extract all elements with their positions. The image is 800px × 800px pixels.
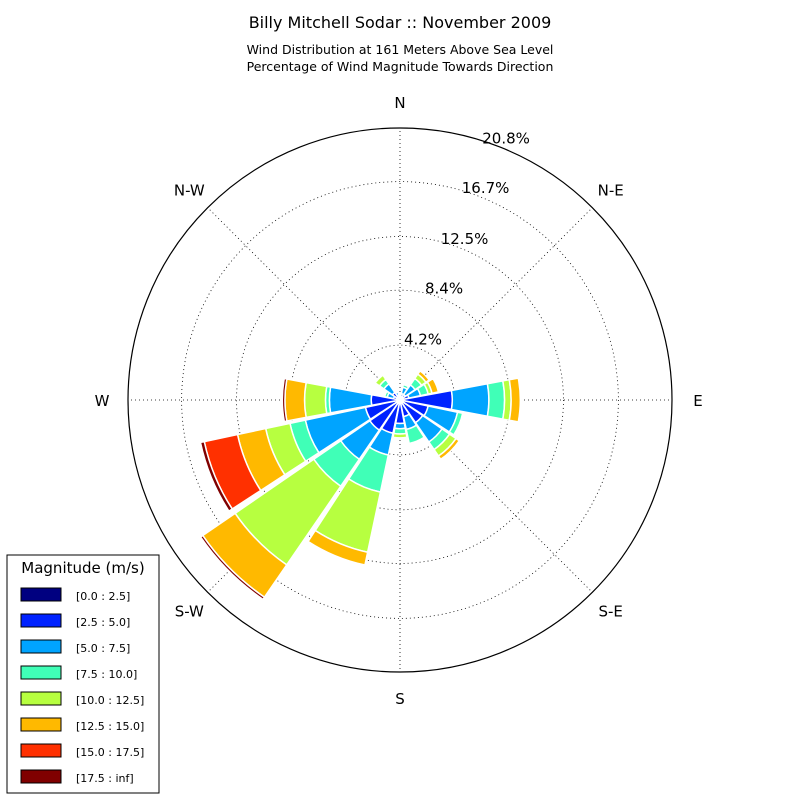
legend-swatch <box>20 717 62 732</box>
wind-bar-segment <box>303 381 328 419</box>
ring-label: 20.8% <box>482 130 530 148</box>
wind-bar-segment <box>426 377 440 395</box>
legend-swatch <box>20 587 62 602</box>
legend-swatch <box>20 769 62 784</box>
wind-bar-segment <box>281 377 288 423</box>
direction-label: S <box>395 690 405 708</box>
legend-label: [12.5 : 15.0] <box>76 720 144 733</box>
wind-bar-segment <box>393 390 400 395</box>
ring-label: 12.5% <box>441 230 489 248</box>
chart-subtitle-line-2: Percentage of Wind Magnitude Towards Dir… <box>247 59 554 74</box>
legend-label: [5.0 : 7.5] <box>76 642 130 655</box>
legend-swatch <box>20 743 62 758</box>
wind-bar-segment <box>448 411 464 436</box>
direction-label: N-W <box>174 181 205 199</box>
chart-subtitle-line-1: Wind Distribution at 161 Meters Above Se… <box>247 42 554 57</box>
wind-bar-segment <box>405 424 426 445</box>
legend-swatch <box>20 691 62 706</box>
legend-items: [0.0 : 2.5] [2.5 : 5.0] [5.0 : 7.5] [7.5 : … <box>20 587 144 785</box>
legend-label: [2.5 : 5.0] <box>76 616 130 629</box>
wind-bar-segment <box>437 437 461 461</box>
legend-swatch <box>20 639 62 654</box>
grid-ring <box>181 181 619 619</box>
legend-label: [10.0 : 12.5] <box>76 694 144 707</box>
grid-spoke <box>399 207 593 401</box>
ring-label: 4.2% <box>404 330 442 348</box>
wind-bar-segment <box>450 382 490 418</box>
wind-bar-segment <box>284 378 308 422</box>
direction-label: N-E <box>598 181 624 199</box>
wind-bar-segment <box>486 380 506 420</box>
legend-label: [17.5 : inf] <box>76 772 134 785</box>
legend-label: [7.5 : 10.0] <box>76 668 137 681</box>
grid-spoke <box>399 399 593 593</box>
wind-bar-segment <box>374 374 387 387</box>
wind-bar-segment <box>307 529 369 566</box>
direction-labels: N N-E E S-E S S-W W N-W <box>95 94 703 708</box>
grid-spoke <box>207 207 401 401</box>
wind-bar-segment <box>199 440 234 513</box>
ring-label: 16.7% <box>462 179 510 197</box>
legend-swatch <box>20 665 62 680</box>
wind-bar-segment <box>199 534 266 601</box>
wind-bar-segment <box>392 432 408 439</box>
direction-label: N <box>394 94 405 112</box>
legend-label: [15.0 : 17.5] <box>76 746 144 759</box>
grid-ring <box>236 236 564 564</box>
chart-title: Billy Mitchell Sodar :: November 2009 <box>249 13 552 32</box>
direction-label: S-E <box>599 603 623 621</box>
direction-label: W <box>95 392 110 410</box>
wind-bar-segment <box>508 377 521 423</box>
legend-swatch <box>20 613 62 628</box>
wind-bar-segment <box>416 369 431 384</box>
legend-label: [0.0 : 2.5] <box>76 590 130 603</box>
ring-labels: 4.2% 8.4% 12.5% 16.7% 20.8% <box>404 130 530 349</box>
direction-label: S-W <box>175 603 204 621</box>
direction-label: E <box>693 392 702 410</box>
ring-label: 8.4% <box>425 280 463 298</box>
legend: Magnitude (m/s) [0.0 : 2.5] [2.5 : 5.0] [5… <box>6 554 160 794</box>
outer-circle <box>127 127 673 673</box>
wind-bars <box>199 369 521 601</box>
legend-title: Magnitude (m/s) <box>21 559 144 577</box>
